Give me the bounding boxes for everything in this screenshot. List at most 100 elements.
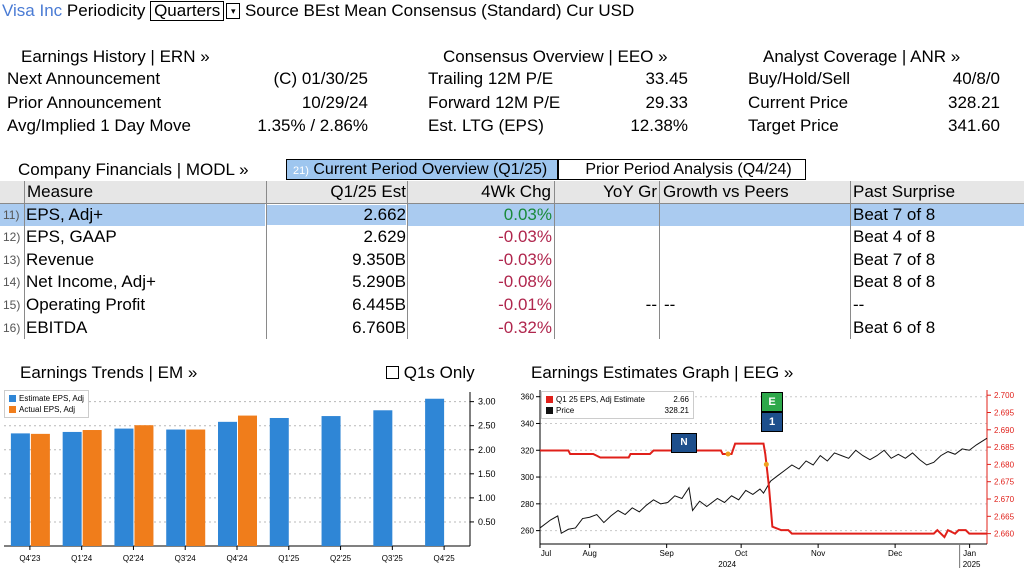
year-label: 2025 bbox=[963, 560, 981, 569]
estimate-line-swatch-icon bbox=[546, 396, 553, 403]
actual-bar[interactable] bbox=[30, 433, 50, 546]
summary-label: Trailing 12M P/E bbox=[428, 69, 554, 88]
table-row[interactable]: 14) Net Income, Adj+ 5.290B -0.08% Beat 8 of… bbox=[0, 271, 1024, 294]
estimate-cell: 5.290B bbox=[352, 272, 406, 292]
estimate-bar[interactable] bbox=[62, 431, 82, 546]
summary-value: 40/8/0 bbox=[952, 69, 1000, 88]
estimate-bar[interactable] bbox=[114, 428, 134, 546]
tab-number: 22) bbox=[565, 165, 581, 177]
tab-number: 21) bbox=[293, 165, 309, 177]
news-marker-icon[interactable]: N bbox=[671, 433, 697, 453]
estimate-line[interactable] bbox=[540, 442, 987, 539]
table-row[interactable]: 12) EPS, GAAP 2.629 -0.03% Beat 4 of 8 bbox=[0, 226, 1024, 249]
row-number: 14) bbox=[3, 275, 21, 290]
actual-bar[interactable] bbox=[238, 415, 257, 546]
periodicity-dropdown[interactable]: Quarters bbox=[150, 1, 225, 21]
y-right-tick-label: 2.660 bbox=[994, 530, 1015, 539]
earnings-trends-header[interactable]: Earnings Trends | EM » bbox=[20, 363, 198, 382]
summary-value: 29.33 bbox=[645, 92, 688, 112]
x-tick-label: Q2'25 bbox=[330, 554, 352, 563]
actual-bar[interactable] bbox=[186, 429, 206, 546]
q1s-only-checkbox[interactable]: Q1s Only bbox=[386, 363, 475, 383]
measure-cell[interactable]: EPS, GAAP bbox=[26, 227, 117, 247]
legend-price-value: 328.21 bbox=[664, 406, 689, 415]
estimate-bar[interactable] bbox=[166, 429, 186, 546]
event-dot[interactable] bbox=[725, 451, 731, 457]
legend-price: Price bbox=[556, 406, 575, 415]
col-measure[interactable]: Measure bbox=[27, 182, 94, 201]
estimate-cell: 6.760B bbox=[352, 317, 406, 337]
measure-cell[interactable]: EBITDA bbox=[26, 317, 88, 337]
event-dot[interactable] bbox=[763, 461, 769, 467]
analyst-coverage-header[interactable]: Analyst Coverage | ANR » bbox=[763, 47, 961, 66]
y-tick-label: 0.50 bbox=[478, 517, 496, 527]
security-name[interactable]: Visa Inc bbox=[2, 1, 63, 20]
x-tick-label: Q3'24 bbox=[175, 554, 197, 563]
chg-cell: -0.01% bbox=[498, 295, 552, 314]
measure-cell[interactable]: Net Income, Adj+ bbox=[26, 272, 156, 292]
table-row[interactable]: 11) EPS, Adj+ 2.662 0.03% Beat 7 of 8 bbox=[0, 203, 1024, 227]
actual-bar[interactable] bbox=[82, 430, 102, 546]
surprise-cell: Beat 7 of 8 bbox=[853, 204, 936, 224]
top-bar: Visa Inc Periodicity Quarters ▾ Source BE… bbox=[0, 0, 1024, 22]
legend-actual: Actual EPS, Adj bbox=[19, 405, 76, 414]
row-number: 11) bbox=[3, 207, 20, 222]
x-tick-label: Dec bbox=[888, 549, 902, 558]
estimate-bar[interactable] bbox=[10, 433, 30, 546]
y-tick-label: 1.00 bbox=[478, 493, 496, 503]
table-row[interactable]: 16) EBITDA 6.760B -0.32% Beat 6 of 8 bbox=[0, 317, 1024, 340]
x-tick-label: Aug bbox=[583, 549, 597, 558]
yoy-cell bbox=[556, 317, 657, 340]
y-right-tick-label: 2.700 bbox=[994, 391, 1015, 400]
summary-value: 33.45 bbox=[645, 69, 688, 88]
earnings-marker-icon[interactable]: E bbox=[761, 392, 783, 412]
dropdown-arrow-icon[interactable]: ▾ bbox=[226, 3, 241, 19]
measure-cell[interactable]: EPS, Adj+ bbox=[26, 204, 104, 224]
y-tick-label: 2.00 bbox=[478, 445, 496, 455]
table-header-row: Measure Q1/25 Est 4Wk Chg YoY Gr Growth … bbox=[0, 181, 1024, 204]
estimate-bar[interactable] bbox=[321, 416, 341, 546]
checkbox-icon[interactable] bbox=[386, 366, 399, 379]
price-line[interactable] bbox=[539, 437, 988, 535]
tab-current-period[interactable]: 21) Current Period Overview (Q1/25) bbox=[286, 159, 558, 180]
tab-prior-period[interactable]: 22) Prior Period Analysis (Q4/24) bbox=[558, 159, 806, 180]
col-4wk-chg[interactable]: 4Wk Chg bbox=[481, 182, 551, 201]
earnings-history-header[interactable]: Earnings History | ERN » bbox=[21, 47, 210, 66]
x-tick-label: Jul bbox=[541, 549, 551, 558]
y-right-tick-label: 2.680 bbox=[994, 460, 1015, 469]
col-estimate[interactable]: Q1/25 Est bbox=[330, 182, 406, 201]
col-past-surprise[interactable]: Past Surprise bbox=[853, 182, 956, 201]
x-tick-label: Oct bbox=[735, 549, 748, 558]
row-number: 13) bbox=[3, 252, 21, 267]
year-label: 2024 bbox=[718, 560, 736, 569]
y-tick-label: 3.00 bbox=[478, 397, 496, 407]
consensus-overview-header[interactable]: Consensus Overview | EEO » bbox=[443, 47, 668, 66]
actual-bar[interactable] bbox=[134, 425, 154, 546]
estimate-bar[interactable] bbox=[269, 417, 289, 546]
estimate-bar[interactable] bbox=[373, 410, 393, 546]
measure-cell[interactable]: Revenue bbox=[26, 249, 95, 269]
col-yoy-gr[interactable]: YoY Gr bbox=[603, 182, 657, 201]
summary-value: 328.21 bbox=[948, 92, 1000, 112]
peers-cell: -- bbox=[664, 295, 676, 314]
table-row[interactable]: 15) Operating Profit 6.445B -0.01% -- -- -- bbox=[0, 294, 1024, 317]
earnings-estimates-header[interactable]: Earnings Estimates Graph | EEG » bbox=[531, 363, 794, 382]
chg-cell: 0.03% bbox=[503, 204, 552, 224]
table-row[interactable]: 13) Revenue 9.350B -0.03% Beat 7 of 8 bbox=[0, 249, 1024, 272]
tab-label: Current Period Overview (Q1/25) bbox=[313, 161, 548, 178]
chg-cell: -0.32% bbox=[498, 317, 552, 337]
estimate-bar[interactable] bbox=[425, 398, 445, 546]
estimate-revision-marker-icon[interactable]: 1 bbox=[761, 412, 783, 432]
estimate-bar[interactable] bbox=[218, 421, 237, 546]
estimate-cell: 9.350B bbox=[352, 249, 406, 269]
col-growth-vs-peers[interactable]: Growth vs Peers bbox=[663, 182, 789, 201]
company-financials-header[interactable]: Company Financials | MODL » bbox=[18, 160, 249, 179]
y-right-tick-label: 2.665 bbox=[994, 512, 1015, 521]
surprise-cell: Beat 8 of 8 bbox=[853, 272, 936, 292]
periodicity-value: Quarters bbox=[154, 1, 221, 20]
x-tick-label: Q4'23 bbox=[19, 554, 41, 563]
yoy-cell bbox=[556, 271, 657, 294]
summary-label: Forward 12M P/E bbox=[428, 92, 561, 112]
measure-cell[interactable]: Operating Profit bbox=[26, 295, 146, 314]
earnings-marker-label: E bbox=[768, 396, 776, 408]
